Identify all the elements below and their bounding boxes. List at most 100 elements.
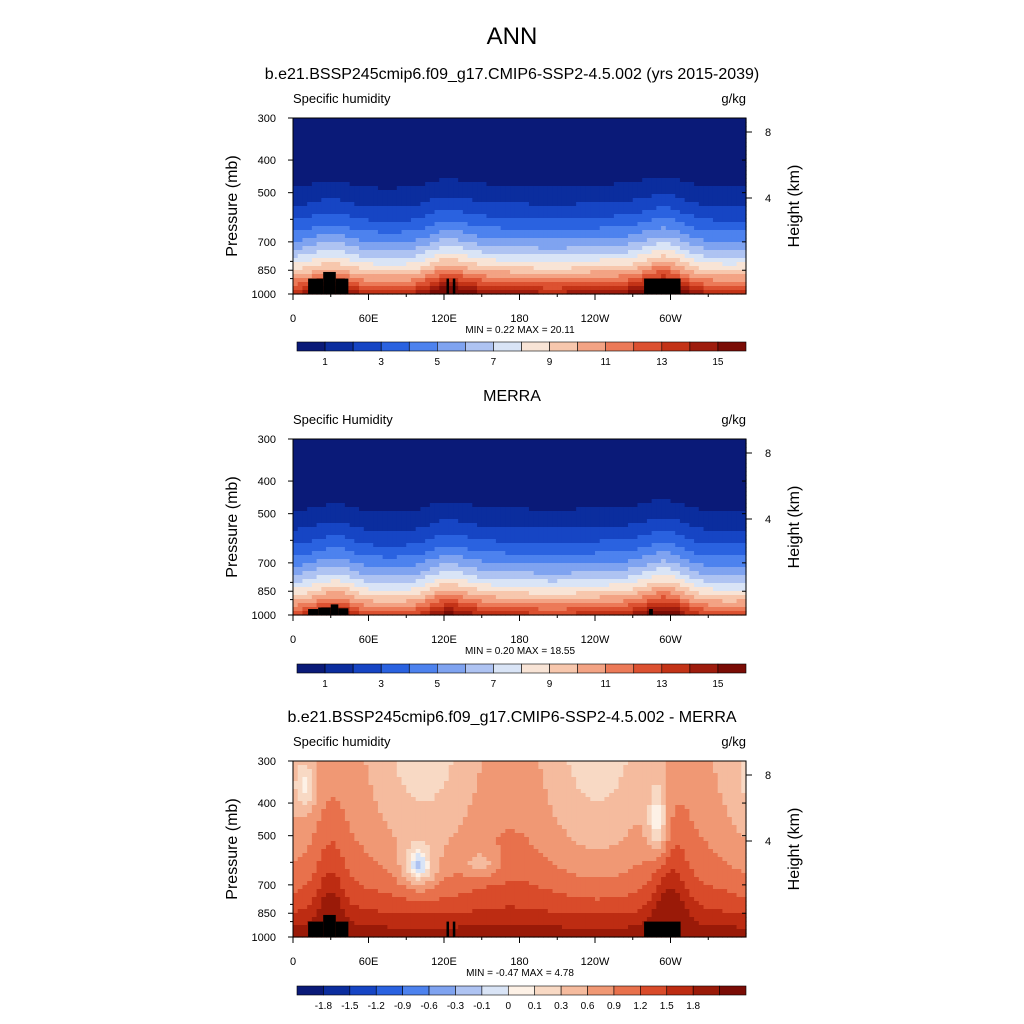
x-tick-label: 60W [659, 313, 682, 325]
y-tick-label: 300 [258, 756, 276, 768]
colorbar-swatch [324, 663, 354, 674]
terrain-mask [308, 278, 324, 294]
colorbar-swatch [640, 985, 668, 996]
terrain-mask [446, 278, 450, 294]
min-max-stats: MIN = 0.20 MAX = 18.55 [465, 646, 575, 657]
colorbar-label: -0.3 [447, 1001, 465, 1012]
colorbar-swatch [666, 985, 694, 996]
x-tick-label: 180 [510, 956, 528, 968]
x-tick-label: 60E [359, 313, 379, 325]
colorbar: 1 3 5 7 9 11 13 15 [296, 341, 747, 368]
field-cells [293, 118, 747, 295]
y-tick-label: 400 [258, 155, 276, 167]
y-tick-label: 700 [258, 237, 276, 249]
variable-label: Specific humidity [293, 734, 391, 749]
colorbar-swatch [352, 341, 382, 352]
colorbar-swatch [493, 663, 522, 674]
colorbar-swatch [577, 341, 606, 352]
colorbar-label: 3 [378, 357, 384, 368]
colorbar-swatch [455, 985, 483, 996]
height-tick-label: 8 [765, 448, 771, 460]
colorbar-label: 1 [322, 357, 328, 368]
x-tick-label: 120W [581, 956, 610, 968]
y-tick-label: 300 [258, 434, 276, 446]
x-tick-label: 60W [659, 956, 682, 968]
x-tick-label: 0 [290, 634, 296, 646]
colorbar-swatch [324, 341, 354, 352]
y-tick-label: 1000 [252, 932, 276, 944]
y-tick-label: 500 [258, 831, 276, 843]
terrain-mask [318, 607, 331, 615]
colorbar-swatch [605, 663, 635, 674]
variable-label: Specific humidity [293, 91, 391, 106]
colorbar-swatch [717, 341, 747, 352]
colorbar-swatch [661, 663, 691, 674]
panel-title: b.e21.BSSP245cmip6.f09_g17.CMIP6-SSP2-4.… [287, 709, 736, 726]
colorbar-label: 1.5 [660, 1001, 674, 1012]
colorbar-label: 3 [378, 679, 384, 690]
x-tick-label: 120W [581, 634, 610, 646]
y-tick-label: 850 [258, 265, 276, 277]
chart-panel-1: b.e21.BSSP245cmip6.f09_g17.CMIP6-SSP2-4.… [224, 66, 803, 368]
height-tick-label: 4 [765, 193, 771, 205]
y-axis-label: Pressure (mb) [224, 476, 241, 577]
terrain-mask [335, 278, 349, 294]
panel-title: MERRA [483, 388, 541, 405]
colorbar-label: 5 [435, 357, 441, 368]
colorbar-label: 7 [491, 679, 497, 690]
x-tick-label: 0 [290, 313, 296, 325]
terrain-mask [649, 609, 653, 615]
colorbar-swatch [408, 663, 438, 674]
terrain-mask [338, 608, 349, 615]
right-axis-label: Height (km) [786, 165, 803, 248]
colorbar-swatch [428, 985, 456, 996]
colorbar-swatch [380, 663, 410, 674]
colorbar-swatch [323, 985, 351, 996]
colorbar-swatch [534, 985, 562, 996]
height-tick-label: 4 [765, 514, 771, 526]
colorbar-label: 0.9 [607, 1001, 621, 1012]
colorbar-swatch [587, 985, 615, 996]
x-tick-label: 60W [659, 634, 682, 646]
x-tick-label: 180 [510, 634, 528, 646]
units-label: g/kg [721, 91, 746, 106]
terrain-mask [644, 921, 681, 937]
colorbar-swatch [577, 663, 606, 674]
y-tick-label: 400 [258, 476, 276, 488]
y-axis-label: Pressure (mb) [224, 798, 241, 899]
units-label: g/kg [721, 412, 746, 427]
colorbar-swatch [437, 663, 466, 674]
x-tick-label: 120E [431, 313, 457, 325]
colorbar-label: 1.2 [633, 1001, 647, 1012]
y-axis-label: Pressure (mb) [224, 155, 241, 256]
colorbar-swatch [689, 341, 719, 352]
y-tick-label: 850 [258, 908, 276, 920]
units-label: g/kg [721, 734, 746, 749]
terrain-mask [446, 921, 450, 937]
min-max-stats: MIN = 0.22 MAX = 20.11 [465, 325, 575, 336]
colorbar-swatch [633, 663, 663, 674]
colorbar-swatch [613, 985, 641, 996]
colorbar-label: 0.6 [581, 1001, 595, 1012]
min-max-stats: MIN = -0.47 MAX = 4.78 [466, 968, 574, 979]
y-tick-label: 400 [258, 798, 276, 810]
colorbar-swatch [719, 985, 747, 996]
x-tick-label: 60E [359, 956, 379, 968]
colorbar-swatch [661, 341, 691, 352]
figure-title: ANN [487, 23, 538, 50]
colorbar-swatch [402, 985, 430, 996]
colorbar-label: 13 [656, 679, 668, 690]
terrain-mask [644, 278, 681, 294]
variable-label: Specific Humidity [293, 412, 393, 427]
colorbar-swatch [717, 663, 747, 674]
colorbar-label: 5 [435, 679, 441, 690]
colorbar-swatch [296, 985, 324, 996]
colorbar-label: 9 [547, 679, 553, 690]
height-tick-label: 4 [765, 836, 771, 848]
chart-panel-3: b.e21.BSSP245cmip6.f09_g17.CMIP6-SSP2-4.… [224, 709, 803, 1012]
colorbar-swatch [549, 663, 578, 674]
colorbar-label: 0 [506, 1001, 512, 1012]
terrain-mask [452, 278, 456, 294]
